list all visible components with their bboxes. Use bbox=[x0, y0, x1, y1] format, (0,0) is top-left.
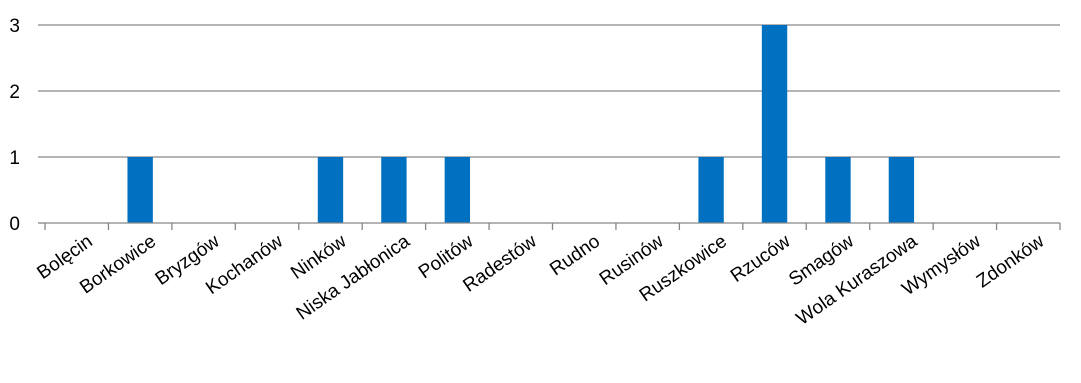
y-tick-label: 0 bbox=[9, 214, 20, 235]
x-tick-label: Rzuców bbox=[727, 231, 795, 287]
y-tick-label: 3 bbox=[9, 16, 20, 37]
bar bbox=[127, 157, 153, 223]
bar bbox=[317, 157, 344, 223]
bar bbox=[888, 157, 915, 223]
bar bbox=[825, 157, 851, 223]
x-axis bbox=[44, 222, 1061, 230]
y-tick-label: 1 bbox=[9, 148, 20, 169]
bars bbox=[127, 25, 915, 223]
bar bbox=[761, 25, 788, 223]
bar bbox=[444, 157, 471, 223]
bar bbox=[698, 157, 724, 223]
x-tick-label: Zdonków bbox=[973, 231, 1048, 293]
x-tick-label: Niska Jabłonica bbox=[293, 231, 414, 325]
y-axis-tick-labels: 0 1 2 3 bbox=[9, 16, 20, 235]
y-tick-label: 2 bbox=[9, 82, 20, 103]
bar bbox=[381, 157, 407, 223]
